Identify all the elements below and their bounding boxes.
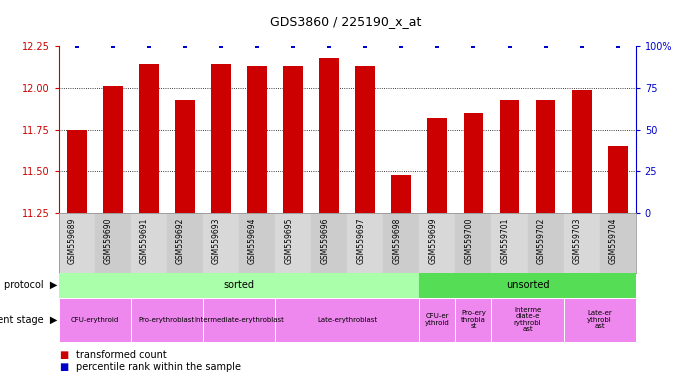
Bar [59, 273, 419, 298]
Bar [203, 298, 275, 342]
Point [540, 43, 551, 49]
Bar [527, 213, 564, 273]
Bar [571, 89, 591, 213]
Text: GSM559700: GSM559700 [464, 218, 473, 264]
Text: Interme
diate-e
rythrobl
ast: Interme diate-e rythrobl ast [513, 307, 541, 333]
Text: Pro-ery
throbla
st: Pro-ery throbla st [461, 310, 486, 329]
Bar [419, 298, 455, 342]
Bar [59, 298, 131, 342]
Text: ■: ■ [59, 350, 68, 360]
Text: protocol  ▶: protocol ▶ [4, 280, 57, 290]
Bar [464, 113, 484, 213]
Bar [67, 129, 86, 213]
Bar [131, 213, 167, 273]
Bar [275, 213, 311, 273]
Bar [239, 213, 275, 273]
Bar [384, 213, 419, 273]
Text: Late-erythroblast: Late-erythroblast [317, 317, 377, 323]
Text: GSM559702: GSM559702 [537, 218, 546, 264]
Bar [455, 298, 491, 342]
Point [612, 43, 623, 49]
Text: Pro-erythroblast: Pro-erythroblast [139, 317, 195, 323]
Bar [536, 99, 556, 213]
Bar [491, 213, 527, 273]
Bar [391, 175, 411, 213]
Bar [211, 65, 231, 213]
Bar [500, 99, 520, 213]
Text: GSM559695: GSM559695 [284, 218, 293, 264]
Text: GSM559703: GSM559703 [573, 218, 582, 264]
Text: GSM559697: GSM559697 [357, 218, 366, 264]
Text: CFU-er
ythroid: CFU-er ythroid [425, 313, 450, 326]
Point [432, 43, 443, 49]
Bar [355, 66, 375, 213]
Text: GSM559701: GSM559701 [500, 218, 509, 264]
Bar [319, 58, 339, 213]
Bar [203, 213, 239, 273]
Text: GSM559698: GSM559698 [392, 218, 401, 264]
Text: Late-er
ythrobl
ast: Late-er ythrobl ast [587, 310, 612, 329]
Bar [455, 213, 491, 273]
Bar [419, 213, 455, 273]
Text: unsorted: unsorted [506, 280, 549, 290]
Bar [419, 298, 455, 342]
Bar [203, 298, 275, 342]
Point [71, 43, 82, 49]
Point [180, 43, 191, 49]
Point [216, 43, 227, 49]
Bar [608, 146, 627, 213]
Bar [59, 298, 131, 342]
Text: GSM559693: GSM559693 [212, 218, 221, 264]
Bar [139, 65, 159, 213]
Bar [491, 298, 564, 342]
Text: GSM559692: GSM559692 [176, 218, 185, 264]
Bar [564, 298, 636, 342]
Text: ■: ■ [59, 362, 68, 372]
Bar [131, 298, 203, 342]
Bar [167, 213, 203, 273]
Bar [491, 298, 564, 342]
Point [323, 43, 334, 49]
Point [287, 43, 299, 49]
Bar [455, 298, 491, 342]
Text: GSM559704: GSM559704 [609, 218, 618, 264]
Bar [564, 298, 636, 342]
Bar [275, 298, 419, 342]
Bar [59, 213, 95, 273]
Bar [428, 118, 447, 213]
Text: CFU-erythroid: CFU-erythroid [70, 317, 119, 323]
Bar [564, 213, 600, 273]
Point [107, 43, 118, 49]
Bar [131, 298, 203, 342]
Text: GSM559689: GSM559689 [68, 218, 77, 264]
Text: development stage  ▶: development stage ▶ [0, 314, 57, 325]
Text: sorted: sorted [224, 280, 254, 290]
Text: GSM559694: GSM559694 [248, 218, 257, 264]
Bar [275, 298, 419, 342]
Text: GSM559699: GSM559699 [428, 218, 437, 264]
Bar [95, 213, 131, 273]
Text: transformed count: transformed count [76, 350, 167, 360]
Bar [347, 213, 384, 273]
Point [360, 43, 371, 49]
Bar [283, 66, 303, 213]
Text: Intermediate-erythroblast: Intermediate-erythroblast [194, 317, 284, 323]
Point [504, 43, 515, 49]
Text: GSM559690: GSM559690 [104, 218, 113, 264]
Bar [419, 273, 636, 298]
Bar [311, 213, 347, 273]
Point [252, 43, 263, 49]
Bar [103, 86, 123, 213]
Bar [600, 213, 636, 273]
Point [143, 43, 154, 49]
Bar [247, 66, 267, 213]
Text: GDS3860 / 225190_x_at: GDS3860 / 225190_x_at [269, 15, 422, 28]
Point [468, 43, 479, 49]
Text: GSM559691: GSM559691 [140, 218, 149, 264]
Text: GSM559696: GSM559696 [320, 218, 329, 264]
Point [576, 43, 587, 49]
Bar [175, 99, 195, 213]
Point [396, 43, 407, 49]
Text: percentile rank within the sample: percentile rank within the sample [76, 362, 241, 372]
